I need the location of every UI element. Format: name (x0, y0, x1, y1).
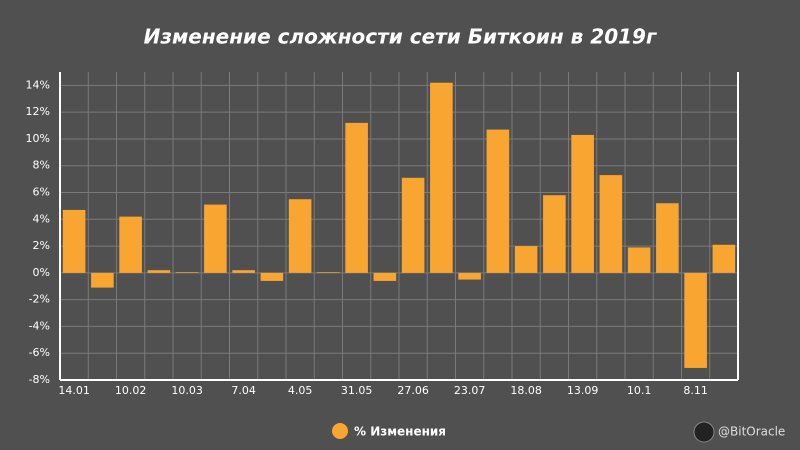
bar (91, 272, 114, 288)
x-tick-label: 7.04 (231, 384, 256, 397)
watermark: @BitOracle (718, 425, 785, 439)
bar (656, 203, 679, 273)
x-tick-label: 18.08 (510, 384, 542, 397)
x-tick-label: 10.1 (627, 384, 652, 397)
bar (401, 177, 425, 273)
legend-marker (332, 423, 348, 439)
y-tick-label: 8% (33, 159, 50, 172)
bar (627, 247, 651, 273)
x-tick-label: 13.09 (567, 384, 599, 397)
bar (571, 134, 594, 273)
bar (288, 199, 312, 273)
y-tick-label: 2% (33, 239, 50, 252)
bar (543, 195, 566, 273)
bar (712, 244, 736, 273)
y-tick-label: 12% (26, 105, 50, 118)
bar (232, 270, 255, 273)
bar (119, 216, 142, 273)
bar (345, 122, 368, 273)
y-tick-label: -8% (29, 373, 50, 386)
bar (684, 272, 707, 368)
x-tick-label: 14.01 (58, 384, 90, 397)
chart-title: Изменение сложности сети Биткоин в 2019г (144, 25, 657, 49)
x-tick-label: 27.06 (397, 384, 429, 397)
bar (486, 129, 510, 273)
x-tick-label: 31.05 (341, 384, 373, 397)
bar (175, 272, 199, 273)
x-tick-label: 4.05 (288, 384, 313, 397)
bar (458, 272, 481, 280)
bar (599, 175, 623, 273)
y-tick-label: 4% (33, 212, 50, 225)
bar (62, 209, 86, 273)
y-tick-label: 10% (26, 132, 50, 145)
watermark-icon (693, 421, 715, 443)
bar (317, 272, 340, 273)
bar (373, 272, 397, 281)
x-tick-label: 8.11 (683, 384, 708, 397)
y-tick-label: 6% (33, 186, 50, 199)
bar (514, 246, 538, 273)
y-tick-label: -4% (29, 319, 50, 332)
bar (260, 272, 284, 281)
y-tick-label: 14% (26, 78, 50, 91)
x-tick-label: 10.02 (115, 384, 147, 397)
bar (430, 82, 453, 273)
x-tick-label: 10.03 (171, 384, 203, 397)
bar (147, 270, 171, 273)
y-tick-label: -6% (29, 346, 50, 359)
y-tick-label: 0% (33, 266, 50, 279)
y-tick-label: -2% (29, 293, 50, 306)
legend-label: % Изменения (354, 425, 446, 439)
bar (204, 204, 227, 273)
x-tick-label: 23.07 (454, 384, 486, 397)
